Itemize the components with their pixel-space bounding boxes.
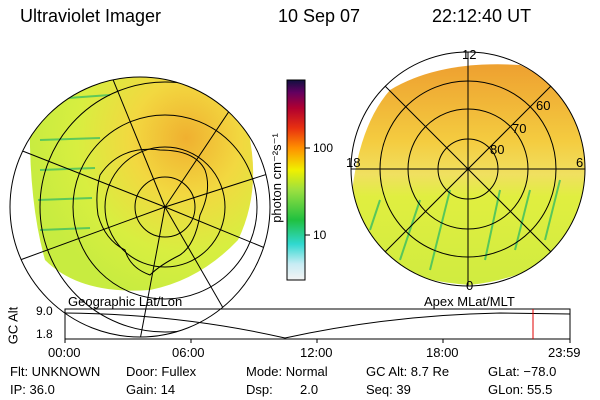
- door-status: Door: Fullex: [126, 364, 197, 379]
- ip-value: IP: 36.0: [10, 382, 55, 397]
- geographic-map: [9, 76, 271, 338]
- gc-altitude: GC Alt: 8.7 Re: [366, 364, 450, 379]
- mlt-6-label: 6: [576, 155, 584, 170]
- altitude-ymax: 9.0: [36, 304, 53, 318]
- gain-value: Gain: 14: [126, 382, 176, 397]
- geographic-longitude: GLon: 55.5: [488, 382, 553, 397]
- altitude-xtick-2: 12:00: [300, 345, 333, 360]
- observation-time: 22:12:40 UT: [432, 6, 532, 26]
- observation-date: 10 Sep 07: [278, 6, 361, 26]
- altitude-ymin: 1.8: [36, 327, 53, 341]
- mlt-18-label: 18: [346, 155, 361, 170]
- altitude-plot: [64, 308, 571, 343]
- mlt-0-label: 0: [466, 278, 474, 293]
- dsp-value: 2.0: [300, 382, 319, 397]
- colorbar-tick-100: 100: [313, 141, 334, 155]
- filter-status: Flt: UNKNOWN: [10, 364, 101, 379]
- altitude-xtick-1: 06:00: [172, 345, 205, 360]
- mode-status: Mode: Normal: [246, 364, 328, 379]
- colorbar-unit-label: photon cm⁻²s⁻¹: [269, 133, 284, 223]
- intensity-colorbar: [286, 79, 310, 281]
- magnetic-map: [350, 51, 586, 287]
- sequence-number: Seq: 39: [366, 382, 411, 397]
- colorbar-tick-10: 10: [313, 228, 327, 242]
- altitude-xtick-0: 00:00: [48, 345, 81, 360]
- mlt-12-label: 12: [462, 47, 477, 62]
- mlat-70-label: 70: [512, 121, 527, 136]
- instrument-title: Ultraviolet Imager: [20, 6, 162, 26]
- altitude-xtick-3: 18:00: [426, 345, 459, 360]
- mlat-60-label: 60: [536, 98, 551, 113]
- altitude-axis-label: GC Alt: [5, 306, 21, 345]
- geographic-latitude: GLat: −78.0: [488, 364, 557, 379]
- magnetic-map-label: Apex MLat/MLT: [424, 294, 515, 309]
- geographic-map-label: Geographic Lat/Lon: [68, 294, 183, 309]
- dsp-label: Dsp:: [246, 382, 273, 397]
- mlat-80-label: 80: [490, 142, 505, 157]
- altitude-xtick-4: 23:59: [548, 345, 581, 360]
